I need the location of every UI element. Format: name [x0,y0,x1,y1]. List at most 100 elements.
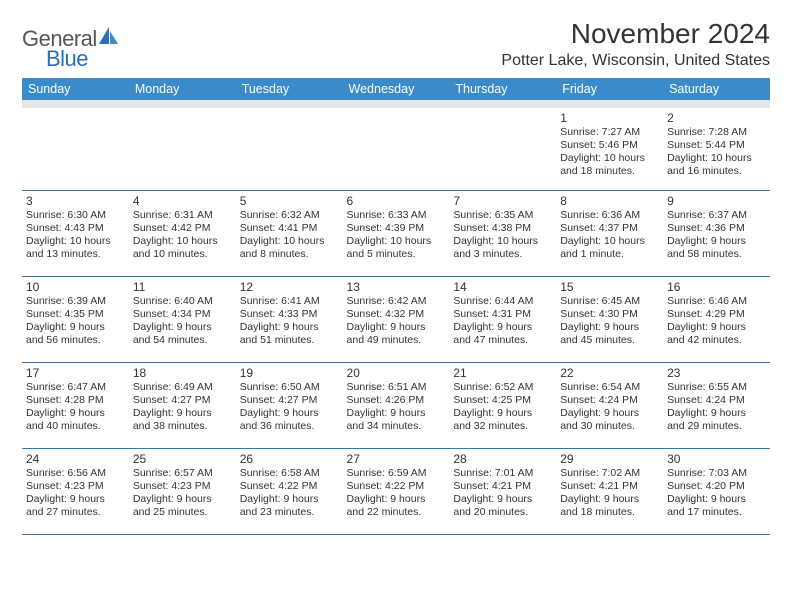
day-detail-line: Sunset: 4:23 PM [26,480,125,493]
day-detail-line: Sunrise: 7:28 AM [667,126,766,139]
day-detail-line: Sunset: 4:25 PM [453,394,552,407]
day-detail-line: Sunset: 4:24 PM [667,394,766,407]
day-detail-line: Sunrise: 6:47 AM [26,381,125,394]
day-detail-line: Daylight: 10 hours [347,235,446,248]
day-detail-line: Sunset: 4:38 PM [453,222,552,235]
day-detail-line: Sunrise: 6:49 AM [133,381,232,394]
day-detail-line: Daylight: 9 hours [133,493,232,506]
logo-text-blue: Blue [46,46,120,72]
day-number: 3 [26,194,125,208]
calendar-day-cell [449,104,556,190]
calendar-day-cell: 12Sunrise: 6:41 AMSunset: 4:33 PMDayligh… [236,276,343,362]
day-detail-line: and 1 minute. [560,248,659,261]
day-detail-line: and 13 minutes. [26,248,125,261]
day-detail-line: Daylight: 9 hours [240,493,339,506]
day-number: 29 [560,452,659,466]
calendar-day-cell: 26Sunrise: 6:58 AMSunset: 4:22 PMDayligh… [236,448,343,534]
day-number: 5 [240,194,339,208]
day-number: 14 [453,280,552,294]
day-detail-line: Sunset: 5:44 PM [667,139,766,152]
day-detail-line: and 23 minutes. [240,506,339,519]
day-detail-line: and 45 minutes. [560,334,659,347]
day-number: 18 [133,366,232,380]
day-number: 23 [667,366,766,380]
calendar-day-cell: 29Sunrise: 7:02 AMSunset: 4:21 PMDayligh… [556,448,663,534]
day-header: Monday [129,78,236,104]
day-number: 12 [240,280,339,294]
day-detail-line: Daylight: 10 hours [453,235,552,248]
day-detail-line: Sunset: 4:30 PM [560,308,659,321]
day-detail-line: Daylight: 9 hours [667,321,766,334]
calendar-day-cell: 6Sunrise: 6:33 AMSunset: 4:39 PMDaylight… [343,190,450,276]
day-detail-line: Daylight: 9 hours [560,493,659,506]
day-detail-line: Daylight: 9 hours [347,321,446,334]
day-detail-line: Sunrise: 7:03 AM [667,467,766,480]
day-number: 4 [133,194,232,208]
day-number: 6 [347,194,446,208]
calendar-day-cell: 23Sunrise: 6:55 AMSunset: 4:24 PMDayligh… [663,362,770,448]
calendar-table: SundayMondayTuesdayWednesdayThursdayFrid… [22,78,770,535]
day-detail-line: Sunset: 4:27 PM [133,394,232,407]
calendar-week-row: 10Sunrise: 6:39 AMSunset: 4:35 PMDayligh… [22,276,770,362]
day-header: Thursday [449,78,556,104]
day-detail-line: Daylight: 10 hours [240,235,339,248]
calendar-day-cell: 28Sunrise: 7:01 AMSunset: 4:21 PMDayligh… [449,448,556,534]
calendar-day-cell: 11Sunrise: 6:40 AMSunset: 4:34 PMDayligh… [129,276,236,362]
day-detail-line: Sunset: 4:34 PM [133,308,232,321]
day-detail-line: Daylight: 9 hours [560,407,659,420]
day-detail-line: Sunset: 4:39 PM [347,222,446,235]
day-number: 16 [667,280,766,294]
day-detail-line: and 16 minutes. [667,165,766,178]
day-number: 15 [560,280,659,294]
day-detail-line: Daylight: 9 hours [347,407,446,420]
day-detail-line: Daylight: 9 hours [667,493,766,506]
day-detail-line: Sunset: 4:36 PM [667,222,766,235]
day-detail-line: Daylight: 9 hours [453,493,552,506]
calendar-day-cell [343,104,450,190]
calendar-day-cell: 9Sunrise: 6:37 AMSunset: 4:36 PMDaylight… [663,190,770,276]
calendar-day-cell: 19Sunrise: 6:50 AMSunset: 4:27 PMDayligh… [236,362,343,448]
day-header: Wednesday [343,78,450,104]
day-detail-line: Sunrise: 6:44 AM [453,295,552,308]
day-detail-line: Daylight: 9 hours [240,321,339,334]
day-detail-line: Daylight: 10 hours [133,235,232,248]
location-text: Potter Lake, Wisconsin, United States [501,52,770,70]
day-detail-line: Sunrise: 7:27 AM [560,126,659,139]
brand-logo: General Blue [22,18,120,72]
day-detail-line: and 51 minutes. [240,334,339,347]
day-detail-line: Daylight: 10 hours [667,152,766,165]
day-number: 27 [347,452,446,466]
day-detail-line: Sunset: 4:22 PM [347,480,446,493]
day-detail-line: and 54 minutes. [133,334,232,347]
sail-icon [98,26,120,46]
day-detail-line: Sunset: 4:24 PM [560,394,659,407]
day-detail-line: and 32 minutes. [453,420,552,433]
day-detail-line: Sunset: 4:31 PM [453,308,552,321]
calendar-day-cell: 14Sunrise: 6:44 AMSunset: 4:31 PMDayligh… [449,276,556,362]
calendar-day-cell: 13Sunrise: 6:42 AMSunset: 4:32 PMDayligh… [343,276,450,362]
day-detail-line: Sunrise: 6:36 AM [560,209,659,222]
day-detail-line: Daylight: 10 hours [560,152,659,165]
day-detail-line: Sunset: 4:43 PM [26,222,125,235]
day-detail-line: Sunrise: 6:30 AM [26,209,125,222]
calendar-day-cell: 16Sunrise: 6:46 AMSunset: 4:29 PMDayligh… [663,276,770,362]
calendar-day-cell: 30Sunrise: 7:03 AMSunset: 4:20 PMDayligh… [663,448,770,534]
day-detail-line: Sunrise: 6:56 AM [26,467,125,480]
calendar-week-row: 24Sunrise: 6:56 AMSunset: 4:23 PMDayligh… [22,448,770,534]
calendar-day-cell: 7Sunrise: 6:35 AMSunset: 4:38 PMDaylight… [449,190,556,276]
day-detail-line: Daylight: 9 hours [347,493,446,506]
day-detail-line: and 3 minutes. [453,248,552,261]
day-detail-line: and 34 minutes. [347,420,446,433]
day-detail-line: and 25 minutes. [133,506,232,519]
day-detail-line: Sunrise: 6:32 AM [240,209,339,222]
calendar-week-row: 3Sunrise: 6:30 AMSunset: 4:43 PM Daylight… [22,190,770,276]
day-number: 10 [26,280,125,294]
day-detail-line: Sunrise: 6:58 AM [240,467,339,480]
calendar-week-row: 1Sunrise: 7:27 AMSunset: 5:46 PMDaylight… [22,104,770,190]
day-detail-line: Sunset: 4:37 PM [560,222,659,235]
day-detail-line: and 47 minutes. [453,334,552,347]
calendar-day-cell: 27Sunrise: 6:59 AMSunset: 4:22 PMDayligh… [343,448,450,534]
day-number: 11 [133,280,232,294]
day-detail-line: and 18 minutes. [560,506,659,519]
calendar-week-row: 17Sunrise: 6:47 AMSunset: 4:28 PMDayligh… [22,362,770,448]
